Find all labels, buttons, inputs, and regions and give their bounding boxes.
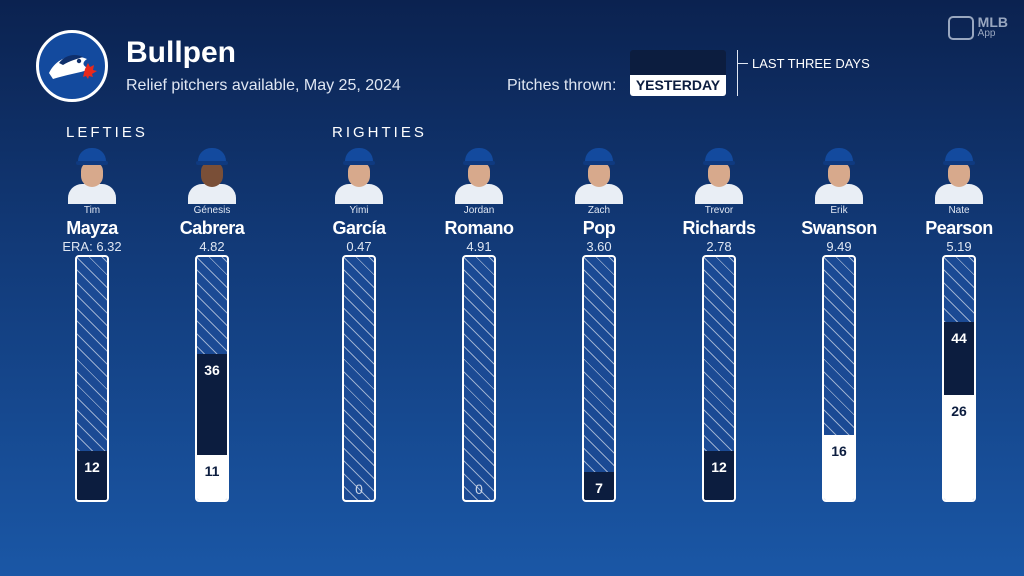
player-headshot <box>811 146 867 204</box>
legend-swatch-last-three-days <box>630 50 726 76</box>
mlb-text: MLB <box>977 14 1008 30</box>
bar-segment-last-three-days <box>197 354 227 455</box>
pitcher-era: 4.82 <box>199 239 225 254</box>
bar-segment-last-three-days <box>77 451 107 500</box>
bar-label-three-days: 0 <box>475 481 483 497</box>
pitcher-era: 4.91 <box>466 239 492 254</box>
bar-label-three-days: 12 <box>84 459 100 475</box>
mlb-app-logo: MLB App <box>947 14 1008 40</box>
bar-segment-last-three-days <box>944 322 974 395</box>
legend-swatch-yesterday: YESTERDAY <box>630 75 726 96</box>
pitcher-card: Nate Pearson 5.19 <box>899 140 1019 255</box>
pitch-bar: 44 26 <box>942 255 976 502</box>
bar-label-three-days: 12 <box>711 459 727 475</box>
pitcher-card: Jordan Romano 4.91 <box>419 140 539 255</box>
pitcher-era: 0.47 <box>346 239 372 254</box>
mlb-badge-icon <box>947 16 974 40</box>
pitch-bar: 0 <box>342 255 376 502</box>
pitcher-card: Tim Mayza ERA: 6.32 <box>32 140 152 255</box>
pitcher-first-name: Trevor <box>704 205 734 216</box>
page-subtitle: Relief pitchers available, May 25, 2024 <box>126 77 401 94</box>
pitcher-card: Trevor Richards 2.78 <box>659 140 779 255</box>
legend-label: Pitches thrown: <box>507 77 617 94</box>
bar-segment-yesterday <box>824 435 854 500</box>
pitcher-era: 5.19 <box>946 239 972 254</box>
pitcher-first-name: Génesis <box>193 205 231 216</box>
blue-jays-logo-icon <box>36 30 108 102</box>
pitch-bar: 16 <box>822 255 856 502</box>
player-headshot <box>691 146 747 204</box>
pitcher-last-name: Pop <box>582 218 616 238</box>
pitcher-first-name: Tim <box>83 205 101 216</box>
pitcher-last-name: Mayza <box>66 218 118 238</box>
player-headshot <box>571 146 627 204</box>
bar-segment-last-three-days <box>704 451 734 500</box>
legend-bracket <box>730 50 738 96</box>
bar-label-three-days: 0 <box>355 481 363 497</box>
pitch-bar: 36 11 <box>195 255 229 502</box>
pitcher-card: Zach Pop 3.60 <box>539 140 659 255</box>
bar-segment-yesterday <box>944 395 974 500</box>
pitcher-first-name: Jordan <box>463 205 495 216</box>
section-lefties: LEFTIES <box>66 124 148 141</box>
pitcher-first-name: Nate <box>948 205 970 216</box>
bar-label-three-days: 44 <box>951 330 967 346</box>
pitcher-last-name: Romano <box>444 218 515 238</box>
bar-segment-last-three-days <box>584 472 614 500</box>
player-headshot <box>931 146 987 204</box>
section-righties: RIGHTIES <box>332 124 427 141</box>
page-title: Bullpen <box>126 36 236 69</box>
pitcher-last-name: Cabrera <box>179 218 245 238</box>
pitcher-last-name: Richards <box>682 218 756 238</box>
pitch-bar: 0 <box>462 255 496 502</box>
pitch-bar: 12 <box>75 255 109 502</box>
pitcher-last-name: Pearson <box>925 218 993 238</box>
pitcher-first-name: Yimi <box>349 205 369 216</box>
pitcher-card: Erik Swanson 9.49 <box>779 140 899 255</box>
pitcher-era: 9.49 <box>826 239 852 254</box>
legend-last-three-days: LAST THREE DAYS <box>752 56 870 71</box>
pitcher-era: ERA: 6.32 <box>62 239 122 254</box>
pitcher-last-name: García <box>332 218 386 238</box>
pitcher-card: Yimi García 0.47 <box>299 140 419 255</box>
legend-tick <box>738 63 748 64</box>
bar-label-yesterday: 26 <box>951 403 967 419</box>
pitch-bar: 12 <box>702 255 736 502</box>
mlb-app-text: App <box>977 28 996 39</box>
player-headshot <box>64 146 120 204</box>
player-headshot <box>451 146 507 204</box>
bar-segment-yesterday <box>197 455 227 500</box>
pitcher-last-name: Swanson <box>801 218 877 238</box>
pitcher-card: Génesis Cabrera 4.82 <box>152 140 272 255</box>
player-headshot <box>184 146 240 204</box>
pitch-bar: 7 <box>582 255 616 502</box>
bar-label-three-days: 36 <box>204 362 220 378</box>
bar-label-yesterday: 16 <box>831 443 847 459</box>
pitcher-era: 3.60 <box>586 239 612 254</box>
pitcher-first-name: Erik <box>830 205 848 216</box>
pitcher-era: 2.78 <box>706 239 732 254</box>
player-headshot <box>331 146 387 204</box>
bar-label-three-days: 7 <box>595 480 603 496</box>
bar-label-yesterday: 11 <box>204 463 220 479</box>
pitcher-first-name: Zach <box>587 205 611 216</box>
